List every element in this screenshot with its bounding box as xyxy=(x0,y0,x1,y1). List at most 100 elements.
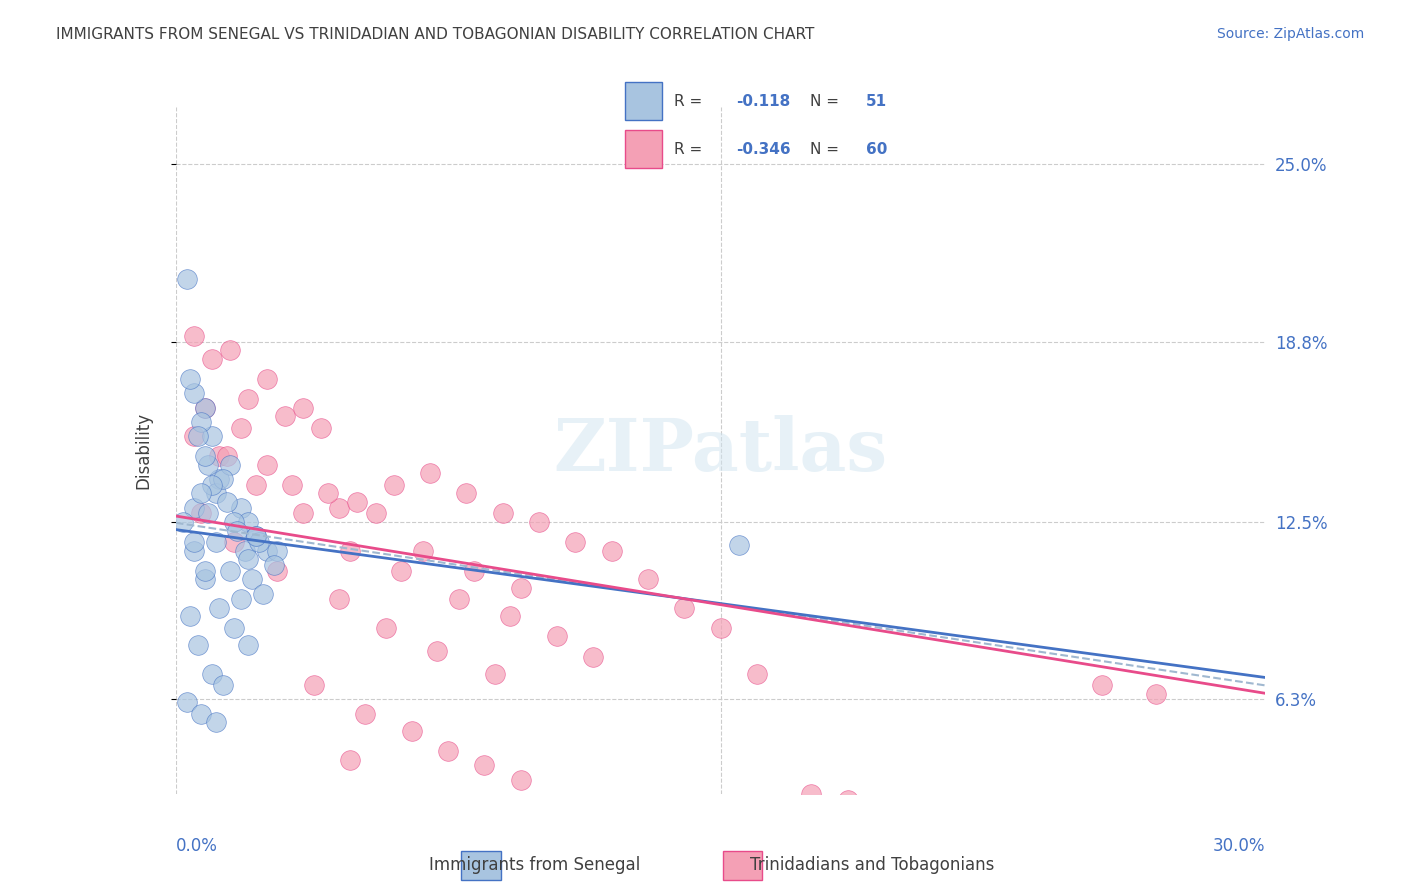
Point xyxy=(212,678,235,692)
Text: ZIPatlas: ZIPatlas xyxy=(554,415,887,486)
Bar xyxy=(624,130,662,168)
Point xyxy=(222,621,245,635)
Point xyxy=(252,586,274,600)
Point xyxy=(215,495,238,509)
Text: N =: N = xyxy=(810,142,839,157)
Point xyxy=(204,486,226,500)
Bar xyxy=(624,82,662,120)
Point xyxy=(245,529,267,543)
Point xyxy=(291,507,314,521)
Point xyxy=(546,630,568,644)
Point xyxy=(201,429,224,443)
Point xyxy=(179,372,201,386)
Point xyxy=(194,401,217,415)
Point xyxy=(208,449,231,463)
Text: -0.118: -0.118 xyxy=(737,94,790,109)
Text: 30.0%: 30.0% xyxy=(1213,837,1265,855)
Point xyxy=(564,535,586,549)
Text: 0.0%: 0.0% xyxy=(176,837,218,855)
Text: Immigrants from Senegal: Immigrants from Senegal xyxy=(429,856,640,874)
Point xyxy=(339,543,361,558)
Point xyxy=(375,621,398,635)
Point xyxy=(222,535,245,549)
Point xyxy=(183,500,205,515)
Point xyxy=(201,351,224,366)
Point xyxy=(727,538,749,552)
Text: 51: 51 xyxy=(866,94,887,109)
Point xyxy=(247,535,270,549)
Point xyxy=(412,543,434,558)
Point xyxy=(463,564,485,578)
Point xyxy=(673,600,696,615)
Point xyxy=(266,543,288,558)
Point xyxy=(328,592,350,607)
Point xyxy=(256,372,278,386)
Point xyxy=(291,401,314,415)
Point xyxy=(419,467,441,481)
Point xyxy=(401,723,423,738)
Text: R =: R = xyxy=(675,94,703,109)
Point xyxy=(339,753,361,767)
Point xyxy=(382,478,405,492)
Point xyxy=(190,706,212,721)
Point xyxy=(527,515,550,529)
Point xyxy=(219,564,242,578)
Point xyxy=(437,744,460,758)
Point xyxy=(194,564,217,578)
Point xyxy=(204,715,226,730)
Point xyxy=(266,564,288,578)
Point xyxy=(509,772,531,787)
Point xyxy=(208,600,231,615)
Point xyxy=(183,535,205,549)
Point xyxy=(226,524,249,538)
Point xyxy=(492,507,515,521)
Point xyxy=(364,507,387,521)
Text: -0.346: -0.346 xyxy=(737,142,790,157)
Point xyxy=(346,495,368,509)
Point xyxy=(328,500,350,515)
Point xyxy=(201,666,224,681)
Point xyxy=(197,458,219,472)
Point xyxy=(194,401,217,415)
Text: R =: R = xyxy=(675,142,703,157)
Point xyxy=(263,558,285,572)
Point xyxy=(204,535,226,549)
Point xyxy=(183,386,205,401)
Point xyxy=(238,515,260,529)
Point xyxy=(231,500,253,515)
Point xyxy=(474,758,496,772)
Point xyxy=(190,507,212,521)
Point xyxy=(238,552,260,566)
Point xyxy=(231,420,253,434)
Text: IMMIGRANTS FROM SENEGAL VS TRINIDADIAN AND TOBAGONIAN DISABILITY CORRELATION CHA: IMMIGRANTS FROM SENEGAL VS TRINIDADIAN A… xyxy=(56,27,814,42)
Point xyxy=(201,478,224,492)
Point xyxy=(231,592,253,607)
Point xyxy=(219,458,242,472)
Point xyxy=(190,486,212,500)
Point xyxy=(186,638,209,652)
Text: N =: N = xyxy=(810,94,839,109)
Point xyxy=(256,543,278,558)
Point xyxy=(1146,687,1168,701)
Point xyxy=(238,392,260,406)
Point xyxy=(1091,678,1114,692)
Point xyxy=(179,609,201,624)
Point xyxy=(212,472,235,486)
Point xyxy=(456,486,478,500)
Point xyxy=(281,478,304,492)
Bar xyxy=(723,851,762,880)
Point xyxy=(600,543,623,558)
Y-axis label: Disability: Disability xyxy=(134,412,152,489)
Point xyxy=(190,415,212,429)
Point xyxy=(245,529,267,543)
Point xyxy=(710,621,733,635)
Bar xyxy=(461,851,501,880)
Point xyxy=(208,472,231,486)
Point xyxy=(172,515,194,529)
Point xyxy=(389,564,412,578)
Point xyxy=(215,449,238,463)
Point xyxy=(318,486,340,500)
Point xyxy=(447,592,470,607)
Point xyxy=(837,792,859,806)
Point xyxy=(240,572,263,586)
